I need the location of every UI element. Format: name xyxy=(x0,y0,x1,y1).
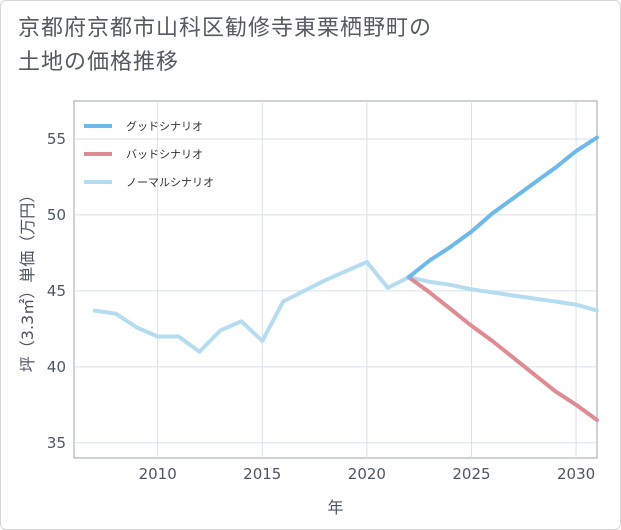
y-tick-label: 55 xyxy=(47,130,66,148)
series-line-2 xyxy=(406,275,599,422)
x-tick-label: 2020 xyxy=(348,465,386,483)
series-line-1 xyxy=(406,135,599,280)
chart-title-line2: 土地の価格推移 xyxy=(18,50,180,75)
chart-title-line1: 京都府京都市山科区勧修寺東栗栖野町の xyxy=(18,16,433,41)
y-tick-label: 35 xyxy=(47,434,66,452)
x-tick-label: 2025 xyxy=(452,465,490,483)
legend-label: バッドシナリオ xyxy=(126,148,203,161)
legend-label: グッドシナリオ xyxy=(126,119,203,133)
plot-area xyxy=(73,100,598,459)
chart-title: 京都府京都市山科区勧修寺東栗栖野町の 土地の価格推移 xyxy=(18,12,578,80)
x-axis-title: 年 xyxy=(327,498,343,517)
legend-label: ノーマルシナリオ xyxy=(126,176,214,189)
x-tick-label: 2030 xyxy=(557,465,595,483)
y-tick-label: 50 xyxy=(47,206,66,224)
series-line-3 xyxy=(92,260,599,354)
x-tick-label: 2015 xyxy=(243,465,281,483)
y-tick-label: 40 xyxy=(47,358,66,376)
y-tick-label: 45 xyxy=(47,282,66,300)
x-tick-label: 2010 xyxy=(139,465,177,483)
y-axis-title: 坪（3.3㎡）単価（万円） xyxy=(18,187,37,372)
